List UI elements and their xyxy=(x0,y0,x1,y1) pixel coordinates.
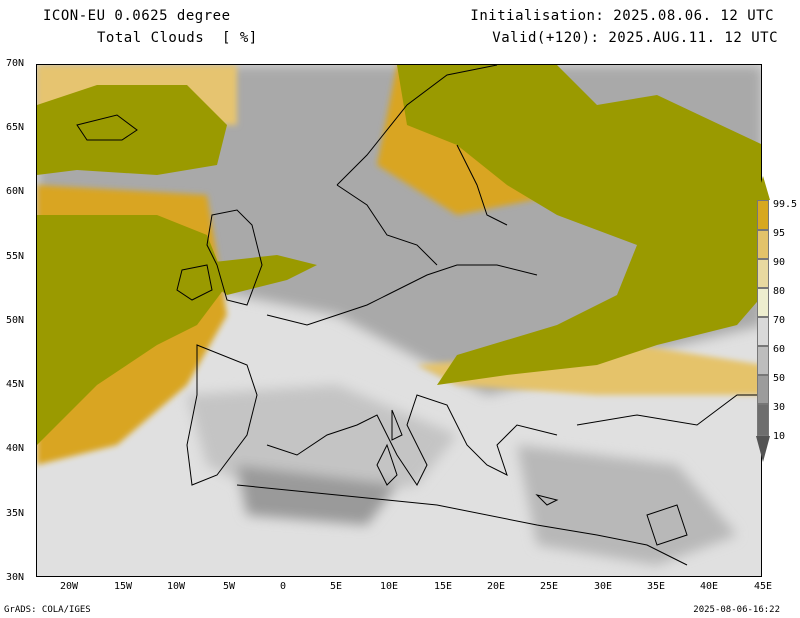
legend-label-10: 10 xyxy=(773,431,786,442)
lon-label-20w: 20W xyxy=(59,581,79,592)
legend-label-60: 60 xyxy=(773,344,786,355)
lat-label-35n: 35N xyxy=(6,508,25,519)
lat-label-60n: 60N xyxy=(6,186,25,197)
legend-label-50: 50 xyxy=(773,373,786,384)
legend-top-triangle xyxy=(756,176,770,200)
legend-label-99-5: 99.5 xyxy=(773,199,798,210)
lon-label-20e: 20E xyxy=(486,581,506,592)
legend-swatch-80 xyxy=(757,259,769,288)
lon-label-45e: 45E xyxy=(753,581,773,592)
legend-swatch-30 xyxy=(757,375,769,404)
coastlines xyxy=(76,65,761,566)
legend-swatch-10 xyxy=(757,404,769,436)
field-title: Total Clouds [ %] xyxy=(97,30,258,46)
legend-bottom-triangle xyxy=(756,436,770,462)
lon-label-10e: 10E xyxy=(379,581,399,592)
legend-swatch-70 xyxy=(757,288,769,317)
model-title: ICON-EU 0.0625 degree xyxy=(43,8,231,24)
legend-label-80: 80 xyxy=(773,286,786,297)
map-canvas xyxy=(37,65,761,576)
lat-label-55n: 55N xyxy=(6,251,25,262)
legend-swatch-50 xyxy=(757,346,769,375)
initialisation-time: Initialisation: 2025.08.06. 12 UTC xyxy=(470,8,774,24)
lat-label-65n: 65N xyxy=(6,122,25,133)
grads-credit: GrADS: COLA/IGES xyxy=(4,605,91,615)
lon-label-15e: 15E xyxy=(433,581,453,592)
legend-label-95: 95 xyxy=(773,228,786,239)
lon-label-5e: 5E xyxy=(329,581,343,592)
lat-label-70n: 70N xyxy=(6,58,25,69)
lat-label-50n: 50N xyxy=(6,315,25,326)
legend-label-90: 90 xyxy=(773,257,786,268)
lat-label-45n: 45N xyxy=(6,379,25,390)
legend-swatch-60 xyxy=(757,317,769,346)
legend-swatch-95 xyxy=(757,200,769,230)
lat-label-40n: 40N xyxy=(6,443,25,454)
lon-label-25e: 25E xyxy=(539,581,559,592)
legend-swatch-90 xyxy=(757,230,769,259)
cloud-cover-map xyxy=(36,64,762,577)
legend-label-70: 70 xyxy=(773,315,786,326)
render-timestamp: 2025-08-06-16:22 xyxy=(693,605,780,615)
lon-label-30e: 30E xyxy=(593,581,613,592)
lon-label-0: 0 xyxy=(279,581,287,592)
lat-label-30n: 30N xyxy=(6,572,25,583)
lon-label-10w: 10W xyxy=(166,581,186,592)
lon-label-40e: 40E xyxy=(699,581,719,592)
lon-label-15w: 15W xyxy=(113,581,133,592)
valid-time: Valid(+120): 2025.AUG.11. 12 UTC xyxy=(492,30,778,46)
lon-label-5w: 5W xyxy=(222,581,236,592)
legend-label-30: 30 xyxy=(773,402,786,413)
overcast-areas xyxy=(37,65,761,445)
lon-label-35e: 35E xyxy=(646,581,666,592)
